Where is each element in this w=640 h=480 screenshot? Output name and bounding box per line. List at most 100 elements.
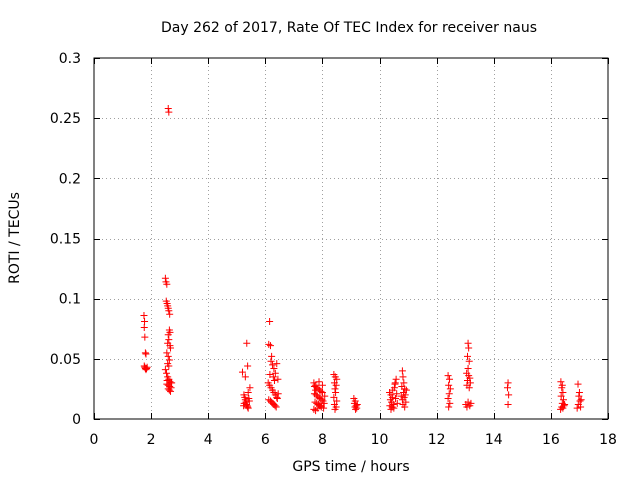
data-point [274, 375, 282, 383]
data-point [245, 397, 253, 405]
data-point [505, 391, 513, 399]
data-point [401, 385, 409, 393]
data-point [392, 395, 400, 403]
data-point [164, 105, 172, 113]
data-point [165, 108, 173, 116]
data-point [390, 404, 398, 412]
data-point [244, 404, 252, 412]
data-point [332, 381, 340, 389]
data-point [143, 364, 151, 372]
data-point [244, 362, 252, 370]
y-tick-label: 0.2 [59, 171, 81, 187]
data-point [467, 399, 475, 407]
data-point [164, 352, 172, 360]
data-point [398, 367, 406, 375]
data-point [331, 385, 339, 393]
data-point [504, 401, 512, 409]
data-point [315, 378, 323, 386]
x-tick-label: 2 [147, 432, 156, 448]
data-point [266, 370, 274, 378]
data-point [318, 396, 326, 404]
data-point [273, 360, 281, 368]
data-point [163, 376, 171, 384]
data-point [273, 393, 281, 401]
data-point [559, 389, 567, 397]
data-point [143, 363, 151, 371]
data-point [465, 384, 473, 392]
data-point [557, 405, 565, 413]
data-point [446, 375, 454, 383]
y-tick-label: 0.05 [50, 352, 81, 368]
data-point [266, 318, 274, 326]
data-point [561, 401, 569, 409]
data-point [393, 390, 401, 398]
chart-title: Day 262 of 2017, Rate Of TEC Index for r… [161, 20, 537, 36]
data-point [244, 389, 252, 397]
data-point [265, 340, 273, 348]
data-point [165, 362, 173, 370]
data-point [331, 405, 339, 413]
data-point [401, 403, 409, 411]
data-point [330, 393, 338, 401]
data-point [573, 404, 581, 412]
data-point [318, 381, 326, 389]
data-point [164, 331, 172, 339]
data-point [446, 385, 454, 393]
data-point [387, 405, 395, 413]
data-point [391, 380, 399, 388]
data-point [271, 369, 279, 377]
x-tick-label: 10 [371, 432, 389, 448]
data-point [577, 403, 585, 411]
data-point [267, 357, 275, 365]
data-point [244, 403, 252, 411]
data-point [557, 378, 565, 386]
data-point [577, 396, 585, 404]
data-point [393, 399, 401, 407]
data-point [140, 312, 148, 320]
data-point [353, 404, 361, 412]
data-point [163, 280, 171, 288]
data-point [400, 379, 408, 387]
data-point [163, 349, 171, 357]
x-tick-label: 4 [204, 432, 213, 448]
data-point [238, 368, 246, 376]
data-point [446, 399, 454, 407]
data-point [444, 395, 452, 403]
data-point [272, 403, 280, 411]
data-point [353, 401, 361, 409]
data-point [274, 390, 282, 398]
data-point [333, 397, 341, 405]
grid-lines [94, 58, 608, 419]
data-point [310, 383, 318, 391]
axis-ticks: 0 2 4 6 8 10 12 14 16 18 0 0.05 0.1 0.15 0.2 0.25 0.3 [50, 51, 617, 448]
x-tick-label: 8 [318, 432, 327, 448]
data-point [558, 384, 566, 392]
data-point [163, 369, 171, 377]
data-point [165, 386, 173, 394]
data-point [320, 399, 328, 407]
data-point [141, 318, 149, 326]
data-point [246, 384, 254, 392]
data-point [168, 379, 176, 387]
data-point [465, 357, 473, 365]
data-point [504, 379, 512, 387]
data-point [167, 344, 175, 352]
data-point [397, 392, 405, 400]
plot-frame [93, 57, 609, 420]
data-point [140, 324, 148, 332]
data-point [266, 342, 274, 350]
data-point [464, 352, 472, 360]
y-tick-label: 0.3 [59, 51, 81, 67]
data-point [318, 389, 326, 397]
x-tick-label: 12 [428, 432, 446, 448]
data-point [559, 396, 567, 404]
y-tick-label: 0.1 [59, 292, 81, 308]
data-point [464, 339, 472, 347]
data-point [575, 392, 583, 400]
data-point [392, 375, 400, 383]
data-point [141, 333, 149, 341]
data-points [140, 105, 585, 415]
data-point [240, 402, 248, 410]
data-point [161, 366, 169, 374]
